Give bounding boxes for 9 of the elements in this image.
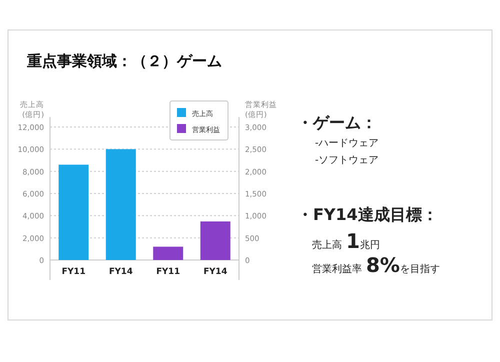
chart-title: 重点事業領域：（２）ゲーム <box>26 52 222 70</box>
x-tick-label: FY14 <box>203 267 228 277</box>
x-tick-label: FY11 <box>62 267 86 277</box>
text: -ソフトウェア <box>315 155 379 166</box>
text: ・FY14達成目標： <box>297 205 438 224</box>
x-tick-label: FY11 <box>156 267 180 277</box>
x-tick-label: FY14 <box>108 267 133 277</box>
text: ・ゲーム： <box>297 113 377 132</box>
text: -ハードウェア <box>315 138 379 149</box>
